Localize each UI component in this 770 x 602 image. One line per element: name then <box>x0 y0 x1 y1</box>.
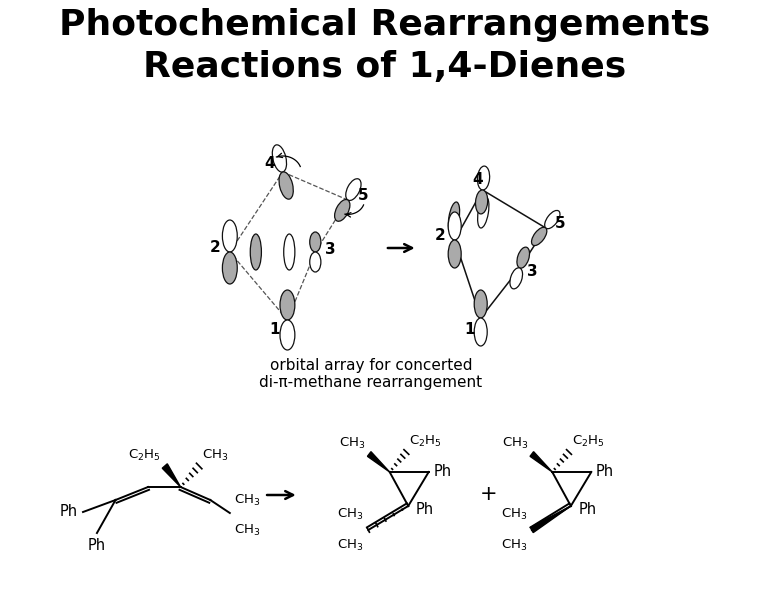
Ellipse shape <box>474 290 487 318</box>
Text: C$_2$H$_5$: C$_2$H$_5$ <box>129 448 161 463</box>
Text: 5: 5 <box>357 187 368 202</box>
Ellipse shape <box>448 202 460 234</box>
Text: CH$_3$: CH$_3$ <box>500 538 527 553</box>
Ellipse shape <box>310 252 321 272</box>
Text: CH$_3$: CH$_3$ <box>202 448 229 463</box>
Ellipse shape <box>283 234 295 270</box>
Ellipse shape <box>476 190 487 214</box>
Text: CH$_3$: CH$_3$ <box>501 436 528 451</box>
Text: 3: 3 <box>325 243 336 258</box>
Ellipse shape <box>250 234 261 270</box>
Text: 2: 2 <box>434 228 445 243</box>
Ellipse shape <box>223 252 237 284</box>
Text: 1: 1 <box>270 323 280 338</box>
Ellipse shape <box>448 240 461 268</box>
Ellipse shape <box>517 247 530 268</box>
Text: Ph: Ph <box>88 538 106 553</box>
Ellipse shape <box>335 199 350 222</box>
Ellipse shape <box>310 232 321 252</box>
Polygon shape <box>162 464 181 487</box>
Ellipse shape <box>474 318 487 346</box>
Polygon shape <box>531 506 571 533</box>
Text: CH$_3$: CH$_3$ <box>500 507 527 522</box>
Polygon shape <box>367 452 390 472</box>
Text: 1: 1 <box>464 323 475 338</box>
Ellipse shape <box>273 145 286 172</box>
Ellipse shape <box>544 211 560 229</box>
Text: 5: 5 <box>554 216 565 231</box>
Text: Photochemical Rearrangements: Photochemical Rearrangements <box>59 8 711 42</box>
Ellipse shape <box>510 268 523 289</box>
Text: CH$_3$: CH$_3$ <box>235 523 261 538</box>
Text: Ph: Ph <box>578 503 597 518</box>
Text: C$_2$H$_5$: C$_2$H$_5$ <box>572 434 604 449</box>
Ellipse shape <box>223 220 237 252</box>
Text: Ph: Ph <box>416 503 434 518</box>
Text: CH$_3$: CH$_3$ <box>339 436 366 451</box>
Ellipse shape <box>531 228 547 246</box>
Ellipse shape <box>477 196 489 228</box>
Polygon shape <box>530 452 552 472</box>
Text: Ph: Ph <box>596 465 614 480</box>
Text: Ph: Ph <box>59 504 78 520</box>
Text: 4: 4 <box>473 173 484 187</box>
Text: CH$_3$: CH$_3$ <box>337 538 363 553</box>
Ellipse shape <box>477 166 490 190</box>
Ellipse shape <box>448 212 461 240</box>
Text: +: + <box>480 484 497 504</box>
Ellipse shape <box>280 290 295 320</box>
Ellipse shape <box>346 179 361 200</box>
Text: 2: 2 <box>209 240 220 255</box>
Ellipse shape <box>280 320 295 350</box>
Text: CH$_3$: CH$_3$ <box>337 507 363 522</box>
Text: C$_2$H$_5$: C$_2$H$_5$ <box>409 434 442 449</box>
Text: CH$_3$: CH$_3$ <box>235 493 261 508</box>
Text: orbital array for concerted
di-π-methane rearrangement: orbital array for concerted di-π-methane… <box>259 358 483 391</box>
Text: 3: 3 <box>527 264 538 279</box>
Text: Reactions of 1,4-Dienes: Reactions of 1,4-Dienes <box>143 50 627 84</box>
Text: Ph: Ph <box>434 465 451 480</box>
Ellipse shape <box>279 172 293 199</box>
Text: 4: 4 <box>264 157 275 172</box>
